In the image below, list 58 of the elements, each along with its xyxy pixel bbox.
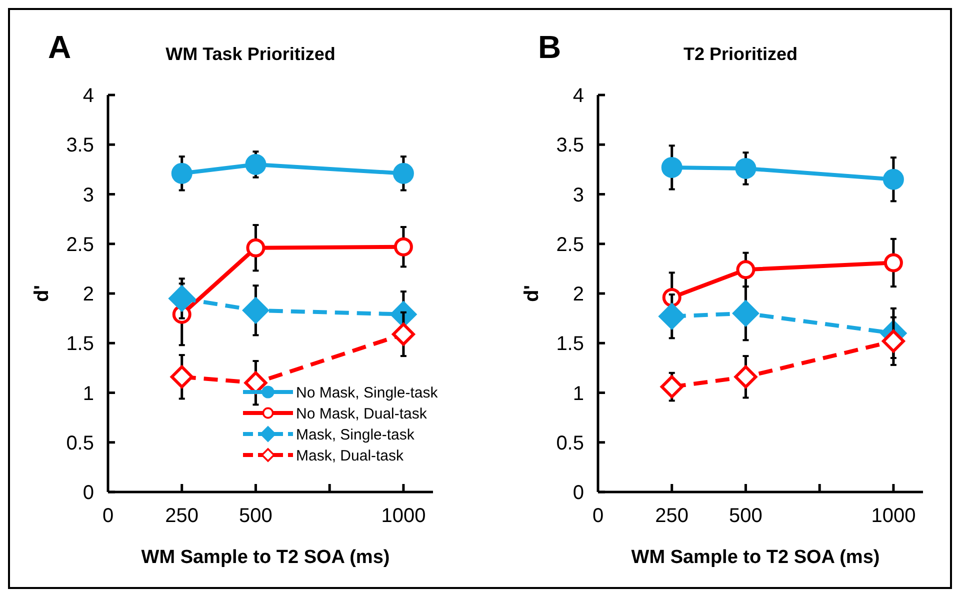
point — [735, 158, 756, 179]
x-axis-title: WM Sample to T2 SOA (ms) — [141, 547, 390, 568]
point — [394, 237, 413, 256]
y-tick-label: 0.5 — [556, 432, 584, 454]
point — [392, 322, 415, 346]
point — [242, 296, 270, 324]
chart-title: T2 Prioritized — [683, 44, 798, 64]
y-tick-label: 3.5 — [556, 134, 584, 157]
point — [884, 253, 903, 272]
y-axis-title: d' — [521, 285, 543, 302]
y-tick-label: 2 — [82, 284, 94, 306]
point — [732, 300, 760, 327]
point — [246, 238, 266, 258]
y-axis-title: d' — [31, 285, 53, 302]
y-tick-label: 3.5 — [66, 134, 94, 157]
point — [736, 260, 756, 280]
legend-label: No Mask, Single-task — [296, 384, 438, 402]
y-tick-label: 2.5 — [66, 234, 94, 256]
y-tick-label: 2 — [572, 284, 584, 306]
point — [661, 156, 682, 178]
point — [168, 284, 196, 312]
y-tick-label: 1.5 — [556, 333, 584, 356]
y-tick-label: 4 — [82, 85, 94, 107]
y-tick-label: 4 — [572, 85, 584, 107]
x-tick-label: 1000 — [871, 505, 916, 527]
y-tick-label: 0 — [82, 482, 94, 504]
chart-title: WM Task Prioritized — [166, 44, 336, 64]
x-tick-label: 250 — [655, 505, 689, 527]
y-tick-label: 1.5 — [66, 333, 94, 356]
y-tick-label: 2.5 — [556, 234, 584, 256]
y-tick-label: 1 — [82, 382, 94, 405]
y-tick-label: 0.5 — [66, 432, 94, 454]
point — [734, 365, 758, 388]
x-tick-label: 0 — [102, 505, 114, 527]
text: B — [538, 29, 562, 65]
point — [171, 162, 192, 184]
y-tick-label: 3 — [572, 184, 584, 206]
y-tick-label: 1 — [572, 382, 584, 405]
text: A — [48, 29, 72, 65]
y-tick-label: 3 — [82, 184, 94, 206]
point — [392, 162, 414, 184]
point — [882, 330, 905, 353]
point — [882, 168, 904, 190]
point — [244, 371, 268, 394]
point — [245, 154, 266, 175]
y-tick-label: 0 — [572, 482, 584, 504]
point — [170, 365, 194, 388]
legend-label: Mask, Single-task — [296, 426, 415, 444]
x-tick-label: 1000 — [381, 505, 426, 527]
legend-label: Mask, Dual-task — [296, 447, 404, 464]
x-tick-label: 500 — [729, 505, 762, 527]
x-tick-label: 500 — [239, 505, 272, 527]
x-tick-label: 0 — [592, 505, 604, 527]
x-tick-label: 250 — [165, 505, 199, 527]
legend-label: No Mask, Dual-task — [296, 405, 428, 422]
point — [658, 302, 686, 330]
x-axis-title: WM Sample to T2 SOA (ms) — [631, 547, 880, 568]
point — [660, 375, 684, 398]
